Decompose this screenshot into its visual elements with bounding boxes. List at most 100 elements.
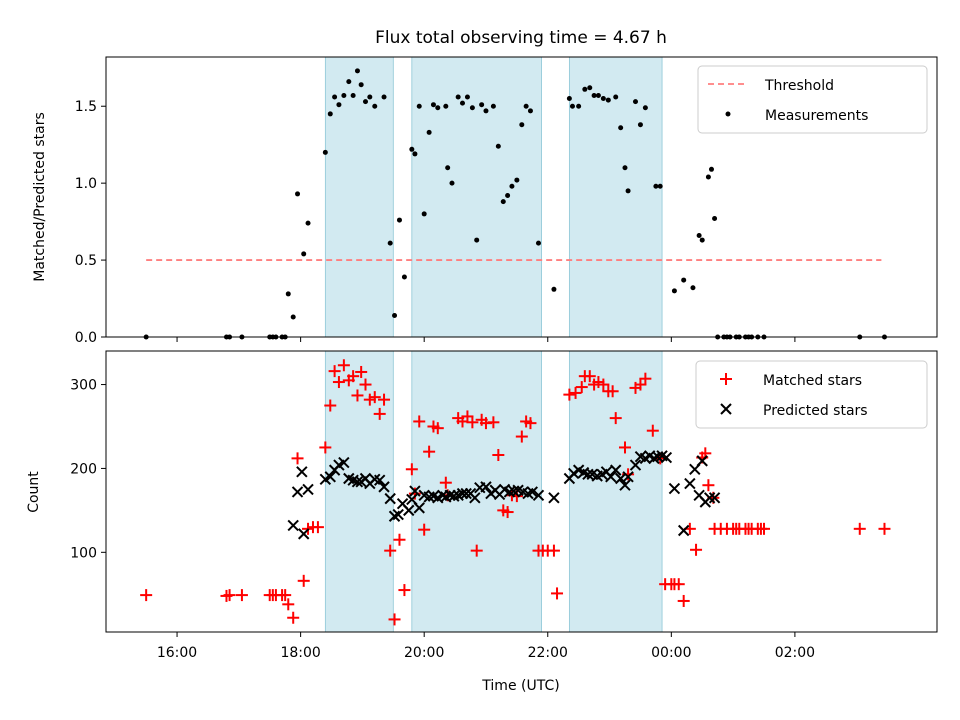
measurement-point — [699, 237, 705, 243]
matched-stars-series — [140, 359, 891, 626]
predicted-marker-b — [384, 492, 396, 505]
predicted-marker-b — [532, 489, 545, 501]
predicted-marker-b — [572, 464, 585, 476]
predicted-star-marker — [351, 476, 364, 488]
y-tick-label: 200 — [70, 461, 97, 477]
predicted-marker-b — [614, 472, 627, 485]
matched-star-marker — [140, 589, 153, 602]
measurement-point — [285, 291, 291, 297]
predicted-marker-b — [548, 492, 560, 504]
matched-star-marker — [373, 407, 386, 420]
measurement-point — [527, 108, 533, 114]
measurement-point — [509, 183, 515, 189]
matched-star-marker — [439, 476, 452, 489]
legend-measurements-swatch — [725, 111, 731, 117]
matched-star-marker — [524, 417, 537, 430]
predicted-star-marker — [677, 524, 690, 537]
matched-star-marker — [319, 441, 332, 454]
matched-star-marker — [337, 359, 350, 372]
predicted-marker-b — [302, 483, 314, 496]
matched-star-marker — [324, 399, 337, 412]
measurement-point — [535, 240, 541, 246]
measurement-point — [449, 180, 455, 186]
predicted-marker-b — [677, 524, 690, 537]
predicted-star-marker — [622, 471, 634, 483]
matched-star-marker — [702, 479, 715, 492]
predicted-marker-b — [406, 493, 418, 506]
matched-star-marker — [466, 416, 479, 429]
measurement-point — [582, 86, 588, 92]
matched-star-marker — [291, 452, 304, 465]
predicted-marker-b — [696, 455, 708, 467]
matched-star-marker — [501, 506, 514, 519]
matched-star-marker — [677, 594, 690, 607]
predicted-marker-b — [526, 486, 539, 498]
measurement-point — [671, 288, 677, 294]
predicted-marker-b — [508, 485, 520, 497]
measurement-point — [362, 99, 368, 105]
measurement-point — [322, 149, 328, 155]
measurement-point — [381, 94, 387, 100]
measurement-point — [469, 105, 475, 111]
top-y-label: Matched/Predicted stars — [32, 112, 48, 282]
predicted-marker-b — [351, 476, 364, 488]
measurement-point — [637, 122, 643, 128]
predicted-marker-b — [512, 484, 524, 496]
predicted-marker-b — [392, 508, 404, 521]
bottom-y-axis: 100 200 300 — [70, 378, 106, 561]
legend-measurements-label: Measurements — [765, 108, 868, 124]
predicted-star-marker — [469, 492, 481, 504]
predicted-star-marker — [582, 468, 594, 481]
measurement-point — [551, 286, 557, 292]
measurement-point — [495, 143, 501, 149]
predicted-marker-b — [343, 472, 355, 485]
matched-star-marker — [282, 598, 295, 611]
predicted-star-marker — [338, 456, 350, 469]
predicted-star-marker — [605, 471, 617, 483]
chart-title: Flux total observing time = 4.67 h — [375, 28, 667, 48]
y-tick-label: 100 — [70, 545, 97, 561]
predicted-star-marker — [503, 486, 516, 498]
x-tick-label: 00:00 — [651, 645, 691, 661]
matched-star-marker — [223, 589, 236, 602]
predicted-marker-b — [708, 492, 721, 504]
matched-star-marker — [423, 445, 436, 458]
matched-star-marker — [351, 389, 364, 402]
predicted-marker-b — [605, 471, 617, 483]
predicted-marker-b — [378, 481, 390, 493]
predicted-marker-b — [373, 474, 386, 486]
matched-star-marker — [470, 544, 483, 557]
predicted-star-marker — [708, 492, 721, 504]
x-tick-label: 16:00 — [157, 645, 197, 661]
predicted-star-marker — [684, 477, 696, 490]
matched-star-marker — [672, 578, 685, 591]
matched-star-marker — [575, 381, 588, 394]
shaded-interval — [324, 350, 394, 633]
top-panel: 0.0 0.5 1.0 1.5 Matched/Predicted stars Thr… — [32, 56, 938, 346]
measurement-point — [350, 92, 356, 98]
measurement-point — [445, 165, 451, 171]
predicted-marker-b — [684, 477, 696, 490]
predicted-star-marker — [403, 504, 415, 517]
matched-star-marker — [355, 365, 368, 378]
matched-star-marker — [515, 430, 528, 443]
matched-star-marker — [388, 613, 401, 626]
measurement-point — [301, 251, 307, 257]
measurement-point — [483, 108, 489, 114]
matched-star-marker — [487, 416, 500, 429]
predicted-star-marker — [298, 528, 310, 540]
predicted-star-marker — [413, 502, 425, 514]
matched-star-marker — [297, 574, 310, 587]
predicted-star-marker — [384, 492, 396, 505]
top-y-axis: 0.0 0.5 1.0 1.5 — [75, 99, 106, 346]
matched-star-marker — [279, 589, 292, 602]
x-tick-label: 18:00 — [280, 645, 320, 661]
shaded-interval — [568, 56, 663, 338]
measurement-point — [474, 237, 480, 243]
matched-star-marker — [418, 523, 431, 536]
measurement-point — [587, 85, 593, 91]
predicted-star-marker — [378, 481, 390, 493]
predicted-star-marker — [291, 486, 304, 498]
measurement-point — [416, 103, 422, 109]
matched-star-marker — [332, 376, 345, 389]
